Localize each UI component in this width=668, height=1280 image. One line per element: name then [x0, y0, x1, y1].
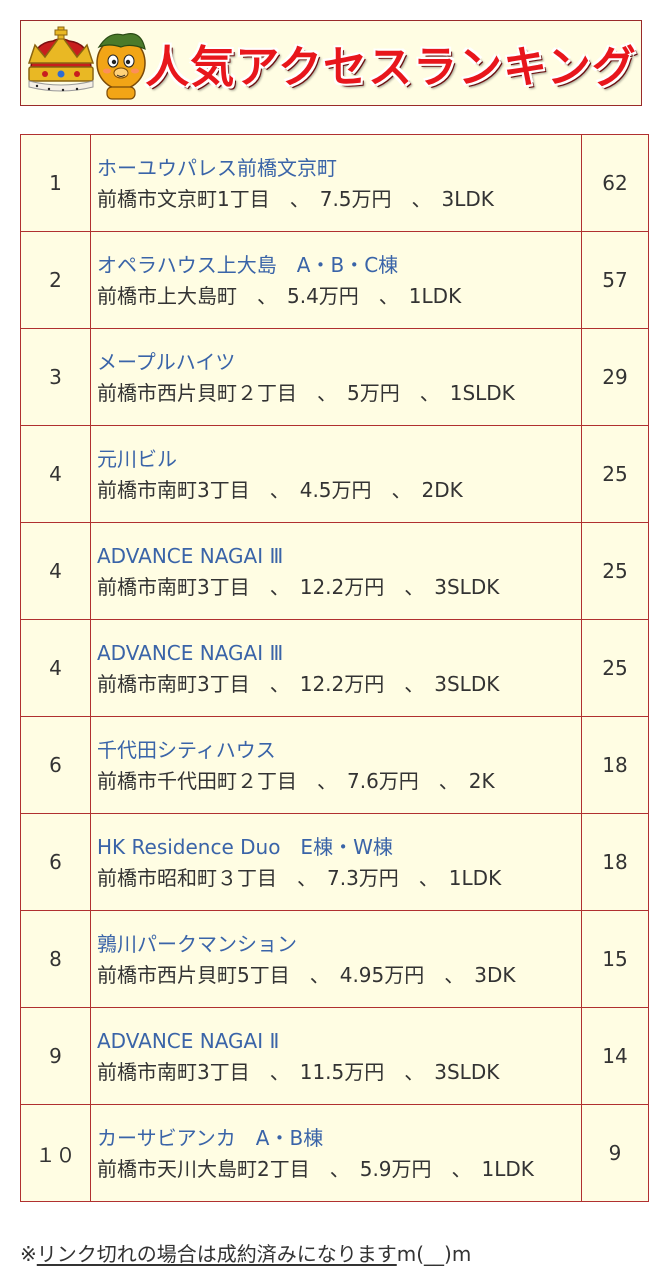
access-count-cell: 29 — [581, 328, 649, 426]
property-detail: 前橋市文京町1丁目 、 7.5万円 、 3LDK — [97, 186, 494, 211]
access-count-cell: 25 — [581, 522, 649, 620]
property-info-cell: ホーユウパレス前橋文京町 前橋市文京町1丁目 、 7.5万円 、 3LDK — [90, 134, 582, 232]
access-count-cell: 15 — [581, 910, 649, 1008]
property-info-cell: ADVANCE NAGAI Ⅲ 前橋市南町3丁目 、 12.2万円 、 3SLD… — [90, 522, 582, 620]
rank-cell: 1 — [20, 134, 91, 232]
table-row: 4 ADVANCE NAGAI Ⅲ 前橋市南町3丁目 、 12.2万円 、 3S… — [20, 522, 649, 620]
property-name-link[interactable]: ADVANCE NAGAI Ⅲ — [97, 543, 284, 568]
access-count-cell: 18 — [581, 813, 649, 911]
property-name-link[interactable]: ADVANCE NAGAI Ⅱ — [97, 1028, 280, 1053]
rank-cell: 4 — [20, 425, 91, 523]
table-row: 3 メープルハイツ 前橋市西片貝町２丁目 、 5万円 、 1SLDK 29 — [20, 328, 649, 426]
table-row: 6 HK Residence Duo E棟・W棟 前橋市昭和町３丁目 、 7.3… — [20, 813, 649, 911]
link-broken-footnote: ※リンク切れの場合は成約済みになりますm(__)m — [20, 1238, 471, 1267]
footnote-mark: ※ — [20, 1242, 37, 1266]
access-count-cell: 25 — [581, 619, 649, 717]
access-count-cell: 25 — [581, 425, 649, 523]
access-count-cell: 18 — [581, 716, 649, 814]
crown-icon — [27, 26, 95, 92]
access-count-cell: 57 — [581, 231, 649, 329]
rank-cell: 9 — [20, 1007, 91, 1105]
table-row: 2 オペラハウス上大島 A・B・C棟 前橋市上大島町 、 5.4万円 、 1LD… — [20, 231, 649, 329]
rank-cell: 4 — [20, 619, 91, 717]
access-count-cell: 62 — [581, 134, 649, 232]
property-detail: 前橋市南町3丁目 、 4.5万円 、 2DK — [97, 477, 463, 502]
property-detail: 前橋市上大島町 、 5.4万円 、 1LDK — [97, 283, 462, 308]
property-name-link[interactable]: ADVANCE NAGAI Ⅲ — [97, 640, 284, 665]
table-row: 9 ADVANCE NAGAI Ⅱ 前橋市南町3丁目 、 11.5万円 、 3S… — [20, 1007, 649, 1105]
property-name-link[interactable]: ホーユウパレス前橋文京町 — [97, 155, 337, 180]
ranking-banner: 人気アクセスランキング — [20, 20, 642, 106]
access-count-cell: 9 — [581, 1104, 649, 1202]
property-name-link[interactable]: 千代田シティハウス — [97, 737, 276, 762]
property-name-link[interactable]: メープルハイツ — [97, 349, 236, 374]
property-name-link[interactable]: オペラハウス上大島 A・B・C棟 — [97, 252, 399, 277]
ranking-table: 1 ホーユウパレス前橋文京町 前橋市文京町1丁目 、 7.5万円 、 3LDK … — [20, 134, 649, 1202]
table-row: １０ カーサビアンカ A・B棟 前橋市天川大島町2丁目 、 5.9万円 、 1L… — [20, 1104, 649, 1202]
property-detail: 前橋市南町3丁目 、 12.2万円 、 3SLDK — [97, 574, 500, 599]
banner-title: 人気アクセスランキング — [145, 42, 637, 93]
property-name-link[interactable]: 鶉川パークマンション — [97, 931, 297, 956]
table-row: 8 鶉川パークマンション 前橋市西片貝町5丁目 、 4.95万円 、 3DK 1… — [20, 910, 649, 1008]
property-detail: 前橋市西片貝町5丁目 、 4.95万円 、 3DK — [97, 962, 516, 987]
property-info-cell: オペラハウス上大島 A・B・C棟 前橋市上大島町 、 5.4万円 、 1LDK — [90, 231, 582, 329]
table-row: 4 元川ビル 前橋市南町3丁目 、 4.5万円 、 2DK 25 — [20, 425, 649, 523]
access-count-cell: 14 — [581, 1007, 649, 1105]
table-row: 1 ホーユウパレス前橋文京町 前橋市文京町1丁目 、 7.5万円 、 3LDK … — [20, 134, 649, 232]
property-info-cell: ADVANCE NAGAI Ⅱ 前橋市南町3丁目 、 11.5万円 、 3SLD… — [90, 1007, 582, 1105]
property-info-cell: 鶉川パークマンション 前橋市西片貝町5丁目 、 4.95万円 、 3DK — [90, 910, 582, 1008]
property-info-cell: ADVANCE NAGAI Ⅲ 前橋市南町3丁目 、 12.2万円 、 3SLD… — [90, 619, 582, 717]
property-info-cell: 元川ビル 前橋市南町3丁目 、 4.5万円 、 2DK — [90, 425, 582, 523]
table-row: 6 千代田シティハウス 前橋市千代田町２丁目 、 7.6万円 、 2K 18 — [20, 716, 649, 814]
crown-mascot-illustration — [27, 26, 146, 100]
property-detail: 前橋市南町3丁目 、 12.2万円 、 3SLDK — [97, 671, 500, 696]
rank-cell: 3 — [20, 328, 91, 426]
property-info-cell: カーサビアンカ A・B棟 前橋市天川大島町2丁目 、 5.9万円 、 1LDK — [90, 1104, 582, 1202]
property-detail: 前橋市天川大島町2丁目 、 5.9万円 、 1LDK — [97, 1156, 534, 1181]
property-detail: 前橋市千代田町２丁目 、 7.6万円 、 2K — [97, 768, 495, 793]
mascot-character — [96, 33, 146, 100]
rank-cell: 8 — [20, 910, 91, 1008]
table-row: 4 ADVANCE NAGAI Ⅲ 前橋市南町3丁目 、 12.2万円 、 3S… — [20, 619, 649, 717]
rank-cell: 6 — [20, 813, 91, 911]
rank-cell: 4 — [20, 522, 91, 620]
footnote-emoticon: m(__)m — [396, 1242, 472, 1266]
property-detail: 前橋市昭和町３丁目 、 7.3万円 、 1LDK — [97, 865, 502, 890]
property-info-cell: 千代田シティハウス 前橋市千代田町２丁目 、 7.6万円 、 2K — [90, 716, 582, 814]
property-name-link[interactable]: 元川ビル — [97, 446, 177, 471]
property-detail: 前橋市南町3丁目 、 11.5万円 、 3SLDK — [97, 1059, 500, 1084]
rank-cell: １０ — [20, 1104, 91, 1202]
rank-cell: 2 — [20, 231, 91, 329]
footnote-text: リンク切れの場合は成約済みになります — [36, 1242, 397, 1266]
property-name-link[interactable]: カーサビアンカ A・B棟 — [97, 1125, 324, 1150]
property-detail: 前橋市西片貝町２丁目 、 5万円 、 1SLDK — [97, 380, 515, 405]
property-name-link[interactable]: HK Residence Duo E棟・W棟 — [97, 834, 393, 859]
property-info-cell: メープルハイツ 前橋市西片貝町２丁目 、 5万円 、 1SLDK — [90, 328, 582, 426]
rank-cell: 6 — [20, 716, 91, 814]
property-info-cell: HK Residence Duo E棟・W棟 前橋市昭和町３丁目 、 7.3万円… — [90, 813, 582, 911]
